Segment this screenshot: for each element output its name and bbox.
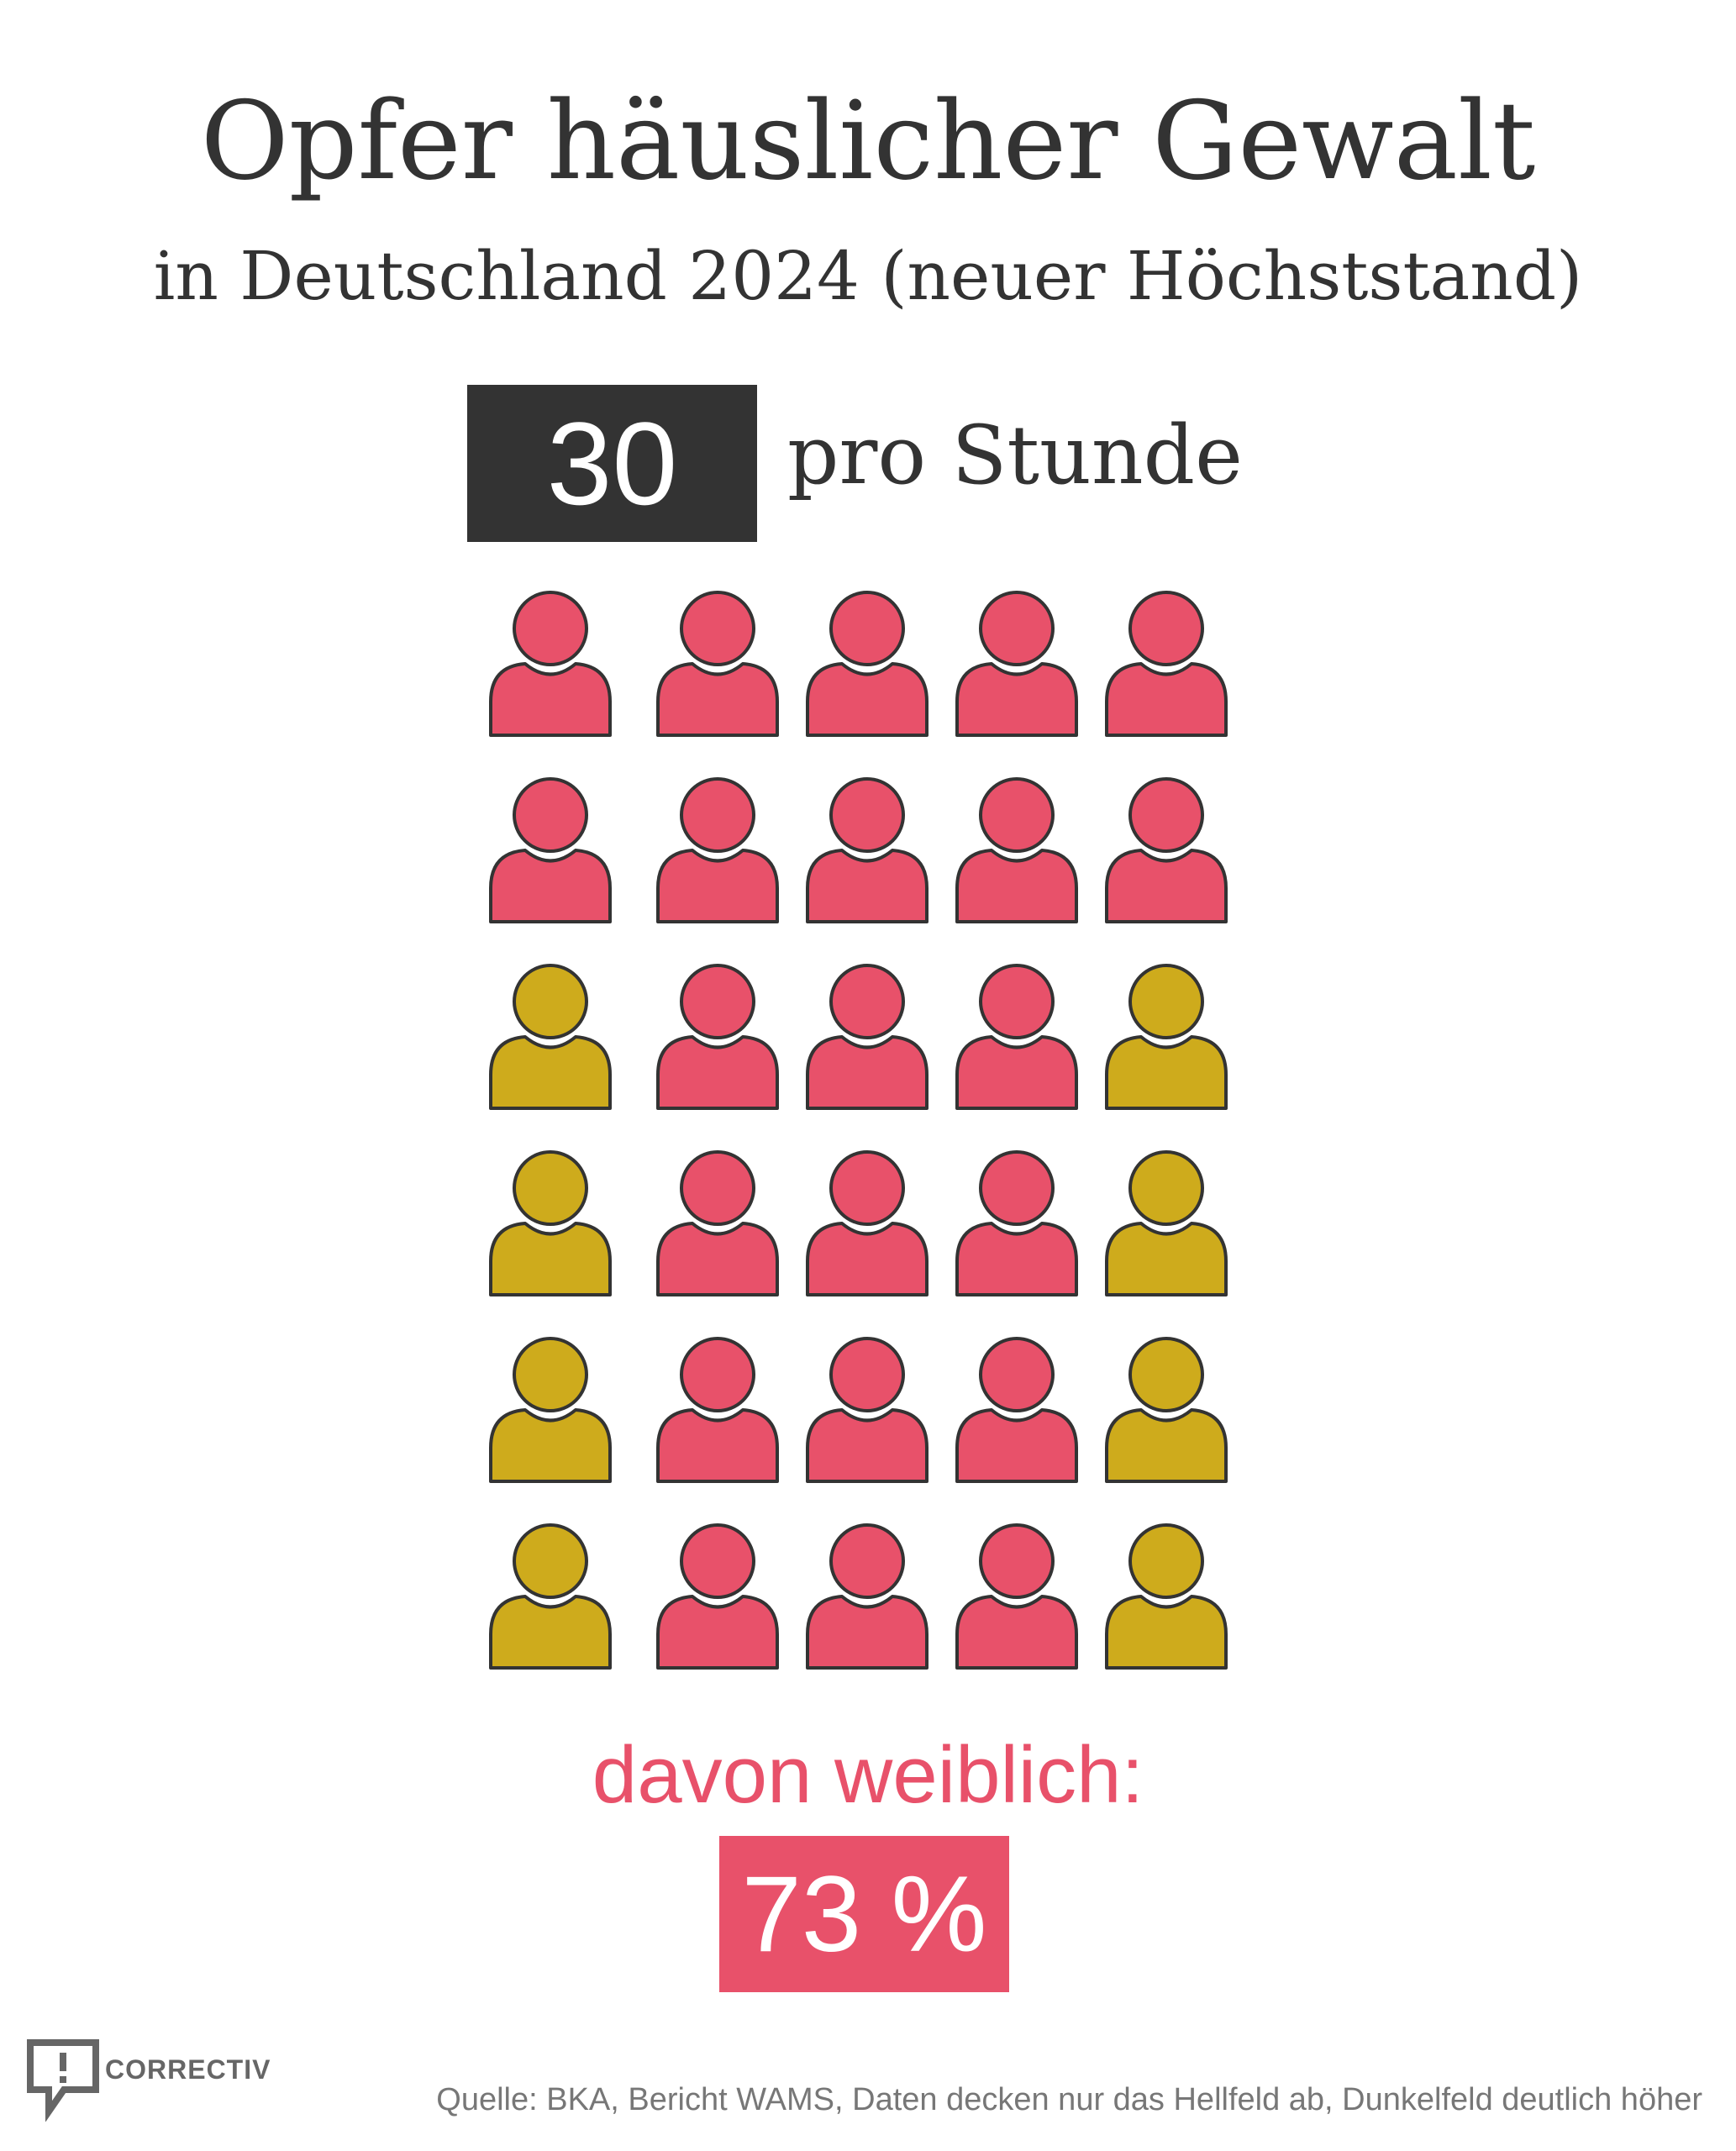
female-share-label: davon weiblich: <box>592 1730 1144 1820</box>
person-icon-male <box>489 1523 612 1670</box>
page-title: Opfer häuslicher Gewalt <box>200 79 1536 204</box>
person-icon-male <box>489 964 612 1110</box>
person-icon-female <box>656 964 779 1110</box>
person-icon-female <box>955 591 1078 737</box>
source-note: Quelle: BKA, Bericht WAMS, Daten decken … <box>436 2082 1702 2117</box>
person-icon-female <box>656 1337 779 1483</box>
rate-value: 30 <box>546 397 678 529</box>
rate-value-box: 30 <box>467 385 757 542</box>
page-subtitle: in Deutschland 2024 (neuer Höchststand) <box>153 237 1583 315</box>
person-icon-female <box>806 777 928 923</box>
person-icon-male <box>489 1150 612 1296</box>
speech-bubble-exclamation-icon <box>27 2039 99 2122</box>
female-share-box: 73 % <box>719 1836 1009 1992</box>
person-icon-male <box>1105 964 1228 1110</box>
person-icon-female <box>1105 777 1228 923</box>
person-icon-female <box>656 591 779 737</box>
person-icon-female <box>955 1337 1078 1483</box>
person-icon-female <box>489 591 612 737</box>
person-icon-female <box>955 964 1078 1110</box>
person-icon-male <box>489 1337 612 1483</box>
person-icon-male <box>1105 1337 1228 1483</box>
person-icon-female <box>1105 591 1228 737</box>
female-share-value: 73 % <box>741 1854 987 1975</box>
logo-text: CORRECTIV <box>105 2054 271 2085</box>
person-icon-female <box>806 591 928 737</box>
person-icon-male <box>1105 1150 1228 1296</box>
person-icon-female <box>955 777 1078 923</box>
person-icon-female <box>806 1337 928 1483</box>
person-icon-female <box>806 1150 928 1296</box>
person-icon-female <box>489 777 612 923</box>
person-icon-female <box>955 1523 1078 1670</box>
person-icon-female <box>656 777 779 923</box>
person-icon-female <box>656 1523 779 1670</box>
person-icon-female <box>806 1523 928 1670</box>
person-icon-female <box>955 1150 1078 1296</box>
rate-unit: pro Stunde <box>787 408 1243 502</box>
person-icon-female <box>806 964 928 1110</box>
person-icon-female <box>656 1150 779 1296</box>
person-icon-male <box>1105 1523 1228 1670</box>
